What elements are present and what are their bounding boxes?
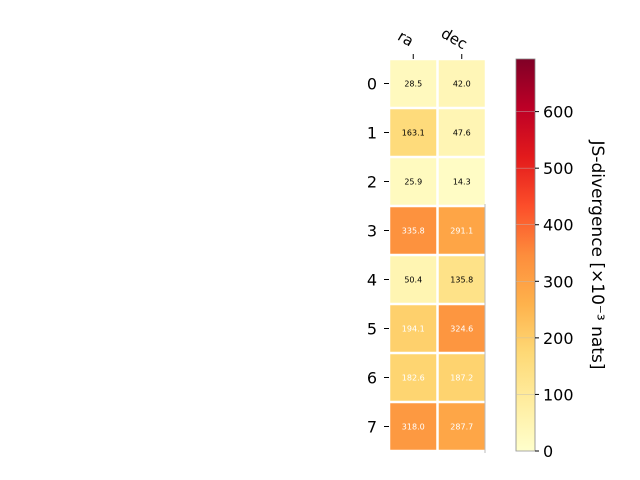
colorbar-tick-label: 600 bbox=[543, 103, 574, 122]
heatmap-cell-label: 318.0 bbox=[402, 423, 425, 432]
heatmap-cell-label: 47.6 bbox=[453, 129, 471, 138]
row-label: 5 bbox=[367, 320, 377, 339]
heatmap-cell bbox=[390, 60, 437, 107]
heatmap-cell bbox=[438, 354, 485, 401]
heatmap-cell-label: 25.9 bbox=[404, 178, 422, 187]
heatmap-cell-label: 50.4 bbox=[404, 276, 422, 285]
colorbar-tick-label: 400 bbox=[543, 216, 574, 235]
heatmap-cell-label: 291.1 bbox=[450, 227, 473, 236]
colorbar-scale bbox=[515, 58, 536, 452]
heatmap-cell bbox=[438, 60, 485, 107]
column-label: ra bbox=[395, 27, 417, 50]
heatmap-cells: 28.5 42.0 163.1 47.6 25.9 14.3 335.8 291.1 50.4 1… bbox=[390, 60, 485, 450]
heatmap-cell bbox=[438, 207, 485, 254]
heatmap-cell bbox=[390, 305, 437, 352]
colorbar-tick-label: 300 bbox=[543, 272, 574, 291]
colorbar-tick-label: 500 bbox=[543, 159, 574, 178]
row-label: 6 bbox=[367, 369, 377, 388]
row-label: 2 bbox=[367, 173, 377, 192]
heatmap-cell-label: 28.5 bbox=[404, 80, 422, 89]
heatmap-cell bbox=[438, 403, 485, 450]
heatmap-cell-label: 42.0 bbox=[453, 80, 471, 89]
colorbar-ticks: 0 100 200 300 400 500 600 bbox=[516, 103, 574, 461]
colorbar-label: JS-divergence [×10⁻³ nats] bbox=[587, 140, 607, 370]
colorbar-tick-label: 0 bbox=[543, 442, 553, 461]
heatmap-cell-label: 182.6 bbox=[402, 374, 425, 383]
column-label: dec bbox=[438, 24, 470, 53]
heatmap-cell bbox=[438, 256, 485, 303]
row-label: 3 bbox=[367, 222, 377, 241]
column-labels: ra dec bbox=[395, 24, 470, 59]
row-labels: 0 1 2 3 4 5 6 7 bbox=[367, 75, 389, 437]
row-label: 1 bbox=[367, 124, 377, 143]
row-label: 0 bbox=[367, 75, 377, 94]
heatmap-cell-label: 135.8 bbox=[450, 276, 473, 285]
colorbar-tick-label: 100 bbox=[543, 385, 574, 404]
heatmap-cell bbox=[438, 158, 485, 205]
heatmap-cell bbox=[438, 305, 485, 352]
row-label: 4 bbox=[367, 271, 377, 290]
heatmap-cell-label: 187.2 bbox=[450, 374, 473, 383]
heatmap-cell bbox=[390, 109, 437, 156]
heatmap-cell-label: 324.6 bbox=[450, 325, 473, 334]
heatmap-cell bbox=[438, 109, 485, 156]
heatmap-cell bbox=[390, 403, 437, 450]
heatmap-cell bbox=[390, 207, 437, 254]
heatmap-cell-label: 14.3 bbox=[453, 178, 471, 187]
heatmap-cell-label: 194.1 bbox=[402, 325, 425, 334]
heatmap-cell-label: 287.7 bbox=[450, 423, 473, 432]
colorbar-tick-label: 200 bbox=[543, 329, 574, 348]
heatmap-cell bbox=[390, 158, 437, 205]
heatmap-cell bbox=[390, 354, 437, 401]
heatmap-cell bbox=[390, 256, 437, 303]
heatmap-cell-label: 335.8 bbox=[402, 227, 425, 236]
row-label: 7 bbox=[367, 418, 377, 437]
heatmap-cell-label: 163.1 bbox=[402, 129, 425, 138]
colorbar: 0 100 200 300 400 500 600 JS-divergence [×10⁻³… bbox=[515, 58, 607, 461]
